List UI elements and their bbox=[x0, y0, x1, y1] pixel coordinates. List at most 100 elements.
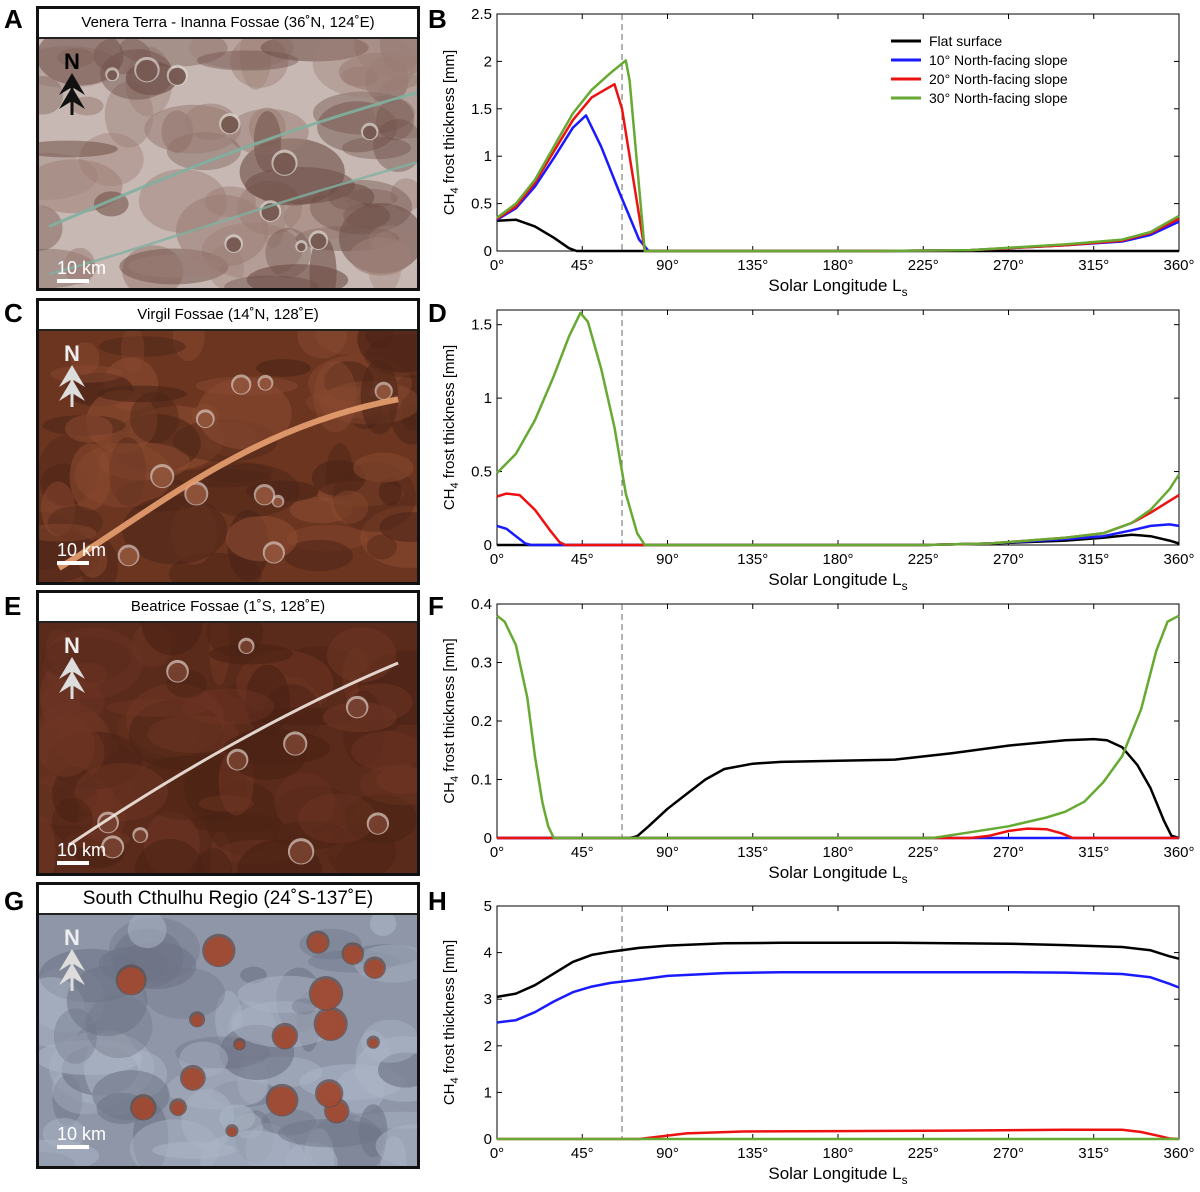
y-tick-label: 0 bbox=[484, 1131, 492, 1148]
fossa-trough bbox=[48, 91, 417, 228]
crater bbox=[189, 1011, 206, 1028]
crater bbox=[231, 374, 252, 395]
series-line-flat-surface bbox=[496, 941, 1180, 999]
legend: Flat surface 10° North-facing slope 20° No… bbox=[891, 33, 1068, 106]
image-caption: Beatrice Fossae (1˚S, 128˚E) bbox=[39, 593, 417, 623]
y-tick-label: 0 bbox=[484, 537, 492, 554]
terrain-patch bbox=[109, 437, 147, 507]
terrain-patch bbox=[378, 478, 402, 506]
crater bbox=[374, 381, 393, 401]
y-tick-label: 0 bbox=[484, 243, 492, 260]
terrain-patch bbox=[256, 359, 311, 377]
crater bbox=[169, 1098, 187, 1116]
y-tick-label: 1 bbox=[484, 148, 492, 165]
terrain-patch bbox=[349, 237, 412, 276]
crater bbox=[366, 812, 390, 835]
terrain-patch bbox=[278, 1118, 381, 1148]
terrain-patch bbox=[312, 29, 417, 98]
series-line-30-north-facing-slope bbox=[496, 614, 1180, 840]
crater bbox=[345, 695, 369, 719]
terrain-patch bbox=[361, 1019, 417, 1063]
crater bbox=[219, 113, 241, 135]
series-line-flat-surface bbox=[497, 737, 1180, 840]
x-tick-label: 180° bbox=[822, 1145, 853, 1162]
terrain-patch bbox=[311, 459, 366, 496]
crater bbox=[115, 964, 147, 996]
x-tick-label: 90° bbox=[656, 844, 679, 861]
image-caption: Venera Terra - Inanna Fossae (36˚N, 124˚… bbox=[39, 9, 417, 39]
crater bbox=[117, 544, 140, 567]
fossa-trough bbox=[48, 161, 417, 276]
legend-entry: 30° North-facing slope bbox=[891, 90, 1068, 106]
series-line-10-north-facing-slope bbox=[496, 114, 1180, 253]
y-tick-label: 1 bbox=[484, 390, 492, 407]
y-tick-label: 0.4 bbox=[471, 596, 492, 613]
plot-frame bbox=[496, 309, 1180, 546]
terrain-patch bbox=[379, 512, 417, 543]
terrain-patch bbox=[98, 946, 168, 982]
crater bbox=[313, 1006, 348, 1041]
terrain-patch bbox=[338, 52, 417, 92]
terrain-patch bbox=[375, 1124, 417, 1166]
terrain-patch bbox=[369, 910, 397, 936]
terrain-patch bbox=[272, 820, 347, 850]
terrain-patch bbox=[376, 98, 415, 141]
x-tick-label: 90° bbox=[656, 551, 679, 568]
arrow-icon bbox=[59, 365, 85, 407]
x-tick-label: 0° bbox=[490, 1145, 504, 1162]
image-panel-g: South Cthulhu Regio (24˚S-137˚E) N 10 km bbox=[36, 882, 420, 1169]
x-axis-label: Solar Longitude Ls bbox=[768, 1164, 907, 1187]
terrain-patch bbox=[143, 967, 226, 1019]
y-tick-label: 5 bbox=[484, 898, 492, 915]
terrain-patch bbox=[39, 714, 95, 777]
terrain-patch bbox=[298, 793, 377, 844]
terrain-patch bbox=[359, 764, 417, 806]
north-arrow-icon: N bbox=[57, 343, 87, 414]
x-tick-label: 180° bbox=[822, 844, 853, 861]
crater bbox=[226, 748, 249, 771]
x-tick-label: 135° bbox=[737, 844, 768, 861]
y-tick-label: 0 bbox=[484, 830, 492, 847]
scale-bar: 10 km bbox=[57, 1125, 106, 1149]
crater bbox=[366, 1035, 380, 1049]
panel-letter-h: H bbox=[428, 886, 447, 916]
terrain-patch bbox=[99, 336, 186, 357]
x-tick-label: 270° bbox=[993, 844, 1024, 861]
terrain-patch bbox=[351, 730, 417, 771]
crater bbox=[195, 409, 215, 429]
terrain-patch bbox=[129, 1119, 220, 1166]
terrain-patch bbox=[97, 385, 187, 403]
terrain-patch bbox=[274, 785, 356, 833]
x-axis-label: Solar Longitude Ls bbox=[768, 276, 907, 299]
crater bbox=[306, 930, 330, 954]
terrain-patch bbox=[39, 205, 63, 251]
north-arrow-icon: N bbox=[57, 635, 87, 706]
panel-letter-f: F bbox=[428, 591, 444, 621]
terrain-patch bbox=[342, 136, 412, 160]
y-tick-label: 2 bbox=[484, 1038, 492, 1055]
x-tick-label: 315° bbox=[1078, 551, 1109, 568]
series-line-20-north-facing-slope bbox=[496, 82, 1180, 253]
scale-line bbox=[57, 861, 89, 865]
terrain-patch bbox=[65, 414, 113, 443]
scale-bar: 10 km bbox=[57, 541, 106, 565]
terrain-patch bbox=[39, 1040, 143, 1075]
x-tick-label: 225° bbox=[908, 551, 939, 568]
crater bbox=[101, 835, 125, 859]
y-tick-label: 1.5 bbox=[471, 317, 492, 334]
crater bbox=[308, 976, 344, 1011]
terrain-patch bbox=[39, 815, 56, 873]
crater bbox=[253, 483, 276, 506]
x-tick-label: 225° bbox=[908, 257, 939, 274]
x-tick-label: 315° bbox=[1078, 1145, 1109, 1162]
y-tick-label: 1.5 bbox=[471, 101, 492, 118]
terrain-patch bbox=[274, 772, 336, 832]
terrain-patch bbox=[74, 762, 168, 822]
legend-entry: 20° North-facing slope bbox=[891, 71, 1068, 87]
x-tick-label: 360° bbox=[1163, 257, 1194, 274]
scale-label: 10 km bbox=[57, 1124, 107, 1144]
plot-frame bbox=[496, 905, 1180, 1140]
terrain-patch bbox=[196, 377, 292, 450]
y-axis-label: CH4 frost thickness [mm] bbox=[441, 50, 461, 215]
crater bbox=[132, 827, 149, 843]
